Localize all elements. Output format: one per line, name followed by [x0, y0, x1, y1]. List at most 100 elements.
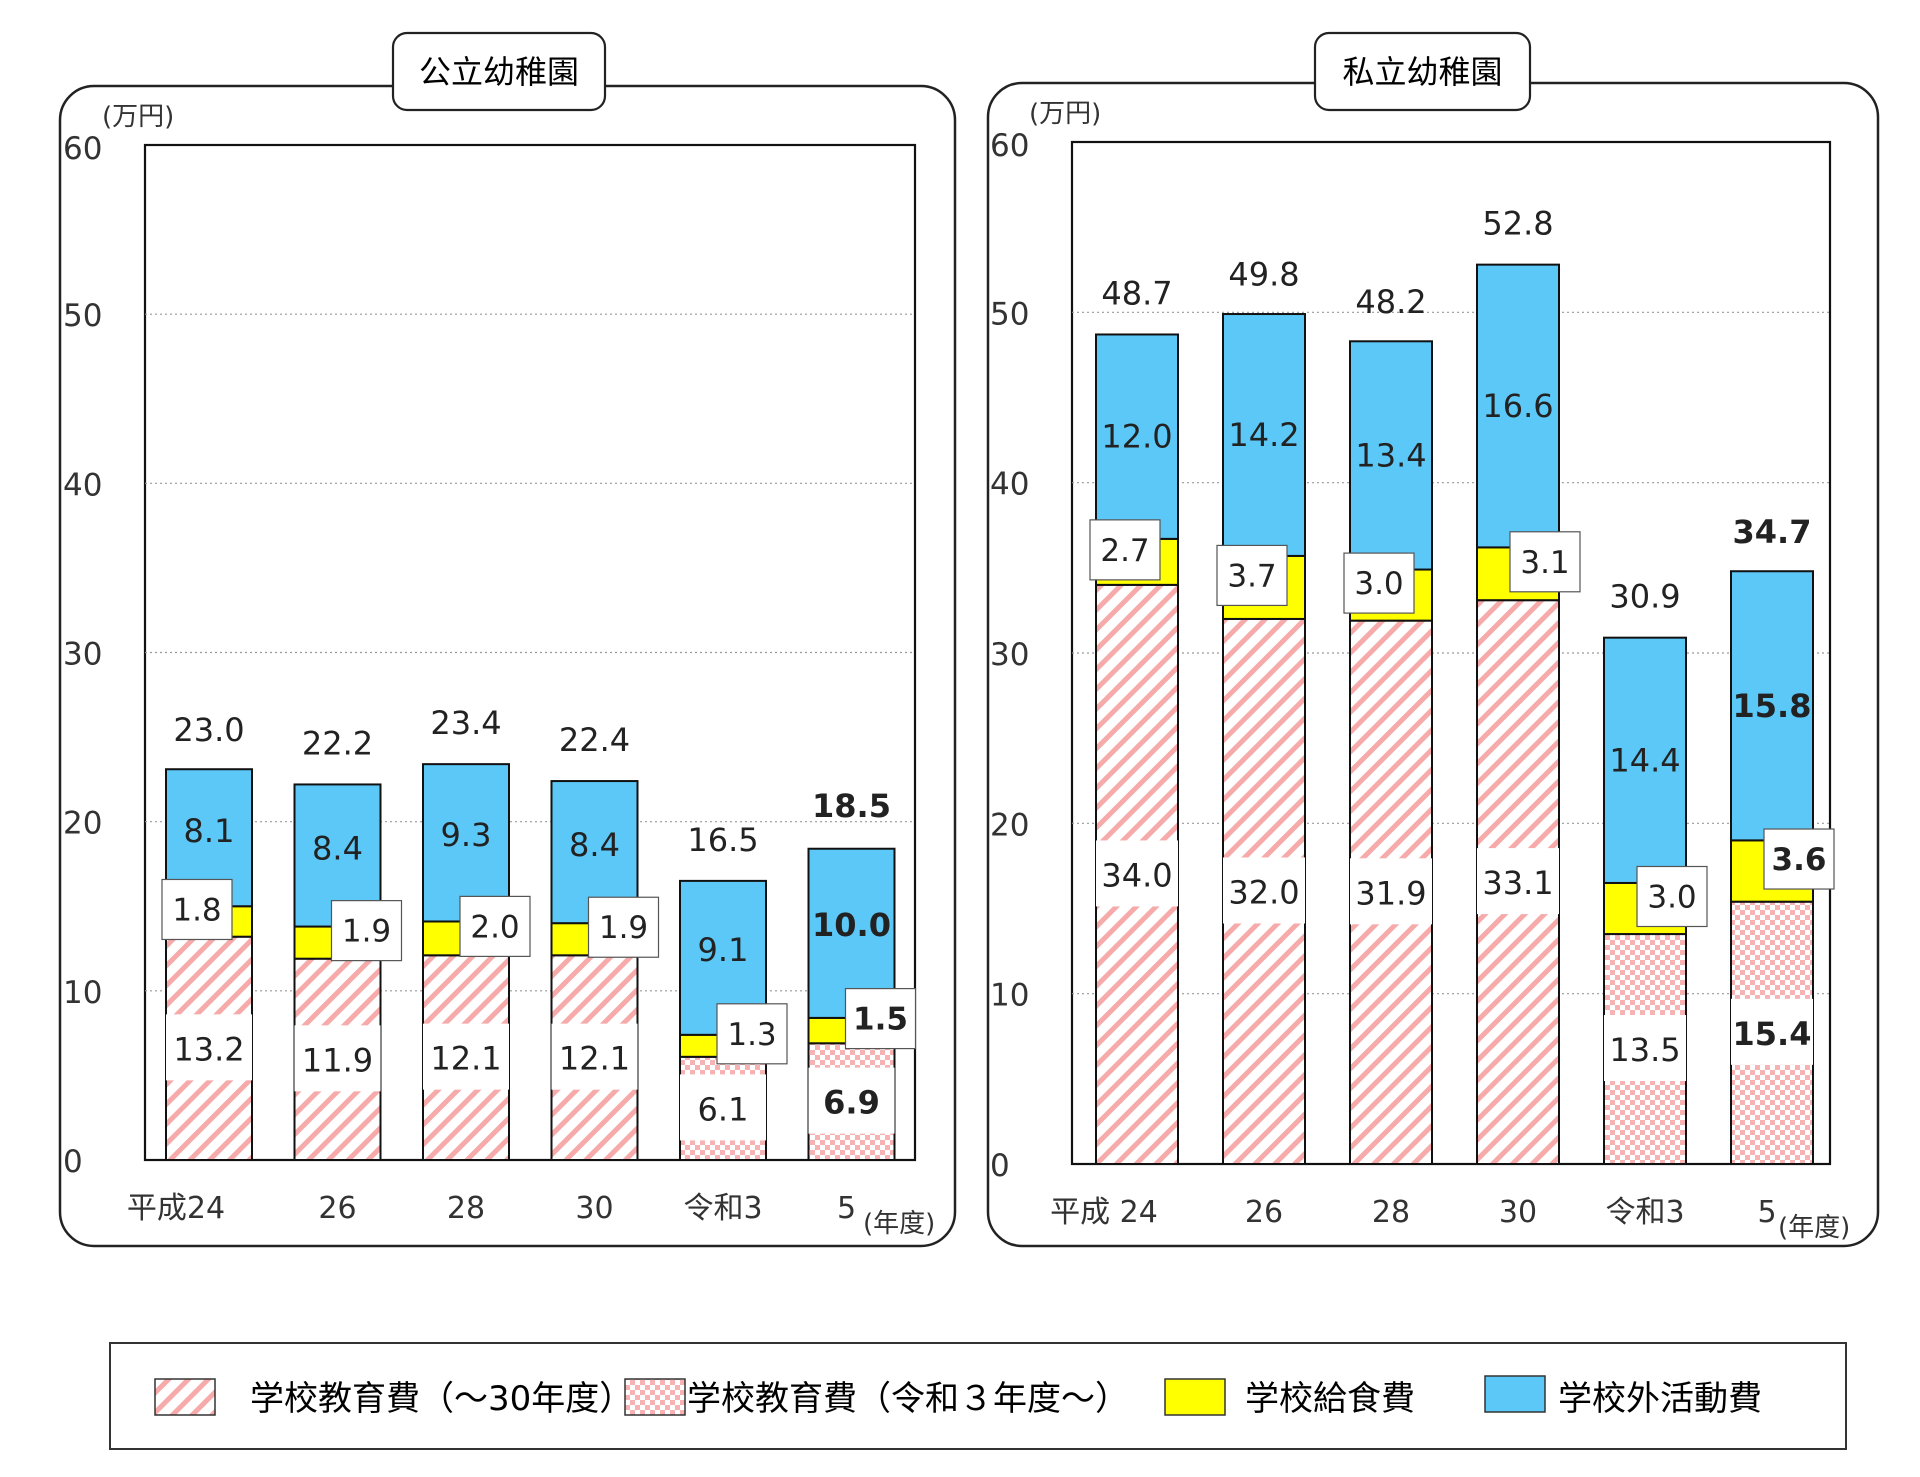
x-tick-label: 30	[1499, 1195, 1537, 1230]
y-tick-label: 20	[990, 807, 1029, 843]
data-label-lunch: 3.1	[1520, 545, 1569, 581]
data-label-outside: 9.1	[698, 931, 749, 969]
data-label-school-edu: 15.4	[1733, 1015, 1812, 1053]
bar-segment-outside	[1349, 340, 1433, 571]
panel-title-box	[391, 31, 607, 112]
private-kindergarten-panel: 私立幼稚園 0 10 20 30 40 50 60(万円) 34.0 2.7 12.0 48.7 平成 …	[986, 31, 1880, 1248]
total-label: 48.2	[1355, 283, 1426, 321]
y-axis-unit: (万円)	[1029, 99, 1101, 129]
x-tick-label: 26	[318, 1191, 356, 1226]
label-box	[716, 1003, 788, 1065]
x-tick-label: 28	[447, 1191, 485, 1226]
data-label-lunch: 3.0	[1647, 880, 1696, 916]
data-label-school-edu: 31.9	[1355, 874, 1426, 912]
bar-segment-outside	[1603, 636, 1687, 884]
x-tick-label: 令和3	[683, 1191, 762, 1226]
data-label-lunch: 2.0	[470, 909, 519, 945]
public-kindergarten-panel: 公立幼稚園 0 10 20 30 40 50 60(万円) 13.2 1.8 8.1 23.0 平成24…	[58, 31, 957, 1248]
data-label-lunch: 1.5	[853, 1002, 908, 1038]
data-label-school-edu: 11.9	[302, 1041, 373, 1079]
data-label-outside: 10.0	[812, 906, 891, 944]
data-label-lunch: 3.0	[1354, 566, 1403, 602]
data-label-outside: 13.4	[1355, 436, 1426, 474]
label-box	[330, 900, 403, 962]
label-box	[1509, 531, 1581, 593]
data-label-school-edu: 12.1	[559, 1040, 630, 1078]
bar-segment-outside	[1095, 333, 1179, 540]
bar-segment-outside	[1222, 313, 1306, 557]
x-tick-label: 28	[1372, 1195, 1410, 1230]
label-box	[1636, 865, 1708, 928]
label-backdrop	[294, 1025, 381, 1092]
data-label-outside: 8.4	[569, 826, 620, 864]
label-backdrop	[808, 1067, 895, 1134]
data-label-outside: 16.6	[1482, 387, 1553, 425]
data-label-school-edu: 6.1	[698, 1090, 749, 1128]
total-label: 22.2	[302, 724, 373, 762]
data-label-lunch: 1.3	[727, 1017, 776, 1053]
data-label-outside: 8.1	[184, 812, 235, 850]
label-backdrop	[1731, 998, 1813, 1065]
data-label-outside: 12.0	[1101, 418, 1172, 456]
label-backdrop	[1096, 840, 1178, 907]
total-label: 16.5	[687, 821, 758, 859]
y-axis-unit: (万円)	[102, 102, 174, 132]
legend-swatch-stripes	[154, 1378, 216, 1416]
legend: 学校教育費（～30年度） 学校教育費（令和３年度～） 学校給食費 学校外活動費	[109, 1342, 1847, 1450]
label-box	[1763, 828, 1835, 890]
data-label-outside: 14.4	[1609, 741, 1680, 779]
y-tick-label: 10	[990, 978, 1029, 1014]
label-backdrop	[1350, 858, 1432, 925]
bar-segment-outside	[1730, 570, 1814, 842]
data-label-outside: 15.8	[1733, 687, 1812, 725]
panel-title-box	[1313, 31, 1532, 112]
label-backdrop	[551, 1023, 638, 1090]
label-box	[459, 895, 531, 957]
total-label: 23.0	[173, 711, 244, 749]
y-tick-label: 40	[990, 467, 1029, 503]
data-label-school-edu: 13.2	[173, 1030, 244, 1068]
legend-swatch-outside	[1484, 1375, 1546, 1413]
y-tick-label: 30	[990, 637, 1029, 673]
total-label: 18.5	[812, 787, 891, 825]
y-tick-label: 40	[63, 467, 102, 503]
data-label-lunch: 3.6	[1772, 842, 1827, 878]
data-label-lunch: 1.9	[342, 914, 391, 950]
label-backdrop	[1477, 848, 1559, 915]
data-label-school-edu: 34.0	[1101, 856, 1172, 894]
data-label-school-edu: 6.9	[823, 1084, 880, 1122]
label-box	[844, 987, 917, 1050]
x-tick-label: 26	[1245, 1195, 1283, 1230]
x-tick-label: 平成 24	[1050, 1195, 1158, 1230]
y-tick-label: 20	[63, 806, 102, 842]
total-label: 30.9	[1609, 578, 1680, 616]
total-label: 23.4	[430, 704, 501, 742]
x-axis-unit: (年度)	[1778, 1213, 1850, 1243]
x-tick-label: 5	[1757, 1195, 1776, 1230]
data-label-school-edu: 13.5	[1609, 1031, 1680, 1069]
x-tick-label: 5	[837, 1191, 856, 1226]
bar-segment-outside	[1476, 263, 1560, 549]
legend-label-lunch: 学校給食費	[1245, 1379, 1415, 1419]
data-label-outside: 9.3	[441, 816, 492, 854]
total-label: 34.7	[1733, 513, 1812, 551]
y-tick-label: 50	[990, 296, 1029, 332]
panel-title: 私立幼稚園	[1342, 53, 1502, 91]
y-tick-label: 30	[63, 637, 102, 673]
data-label-lunch: 1.8	[172, 892, 221, 928]
plot-area	[1070, 140, 1832, 1166]
total-label: 49.8	[1228, 256, 1299, 294]
label-box	[1216, 544, 1288, 607]
x-axis-unit: (年度)	[863, 1209, 935, 1239]
y-tick-label: 0	[990, 1148, 1010, 1184]
data-label-school-edu: 32.0	[1228, 873, 1299, 911]
label-box	[1343, 552, 1415, 614]
label-backdrop	[423, 1023, 509, 1090]
panel-title: 公立幼稚園	[419, 53, 579, 91]
data-label-school-edu: 12.1	[430, 1040, 501, 1078]
data-label-lunch: 2.7	[1100, 533, 1149, 569]
legend-label-school-edu-new: 学校教育費（令和３年度～）	[687, 1379, 1129, 1419]
legend-swatch-check	[624, 1378, 686, 1416]
y-tick-label: 60	[63, 131, 102, 167]
